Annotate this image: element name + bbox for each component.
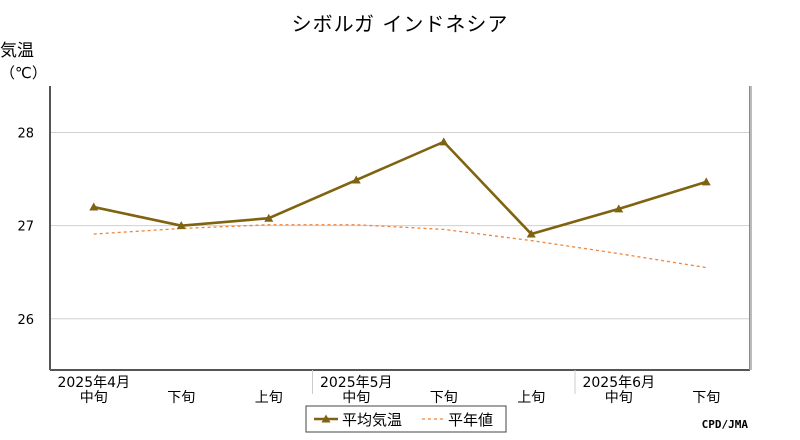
y-tick-label: 28 [17, 127, 34, 142]
legend-label-normal: 平年値 [448, 411, 493, 429]
x-tick-label: 下旬 [167, 390, 195, 406]
data-point-average [526, 229, 536, 238]
legend-box [305, 405, 507, 433]
data-point-average [176, 221, 186, 230]
credit-label: CPD/JMA [701, 418, 748, 431]
series-line-normal [93, 224, 707, 269]
data-point-average [439, 137, 449, 146]
x-tick-label: 中旬 [342, 390, 370, 406]
y-tick-label: 26 [17, 313, 34, 328]
legend-marker-average [321, 414, 331, 423]
data-point-average [351, 175, 361, 184]
series-line-average [93, 140, 707, 236]
data-point-average [89, 202, 99, 211]
x-tick-label: 下旬 [692, 390, 720, 406]
x-tick-label: 下旬 [430, 390, 458, 406]
legend-label-average: 平均気温 [342, 411, 402, 429]
data-point-average [614, 204, 624, 213]
data-point-average [701, 177, 711, 186]
x-month-label: 2025年4月 [57, 375, 130, 391]
x-tick-label: 中旬 [80, 390, 108, 406]
x-tick-label: 中旬 [605, 390, 633, 406]
x-tick-label: 上旬 [255, 390, 283, 406]
x-tick-label: 上旬 [517, 390, 545, 406]
x-month-label: 2025年5月 [320, 375, 393, 391]
x-month-label: 2025年6月 [582, 375, 655, 391]
data-point-average [264, 213, 274, 222]
chart-title: シボルガ インドネシア [291, 12, 509, 36]
y-axis-label: 気温 [0, 41, 34, 61]
y-tick-label: 27 [17, 220, 34, 235]
y-axis-unit: （℃） [0, 64, 47, 82]
